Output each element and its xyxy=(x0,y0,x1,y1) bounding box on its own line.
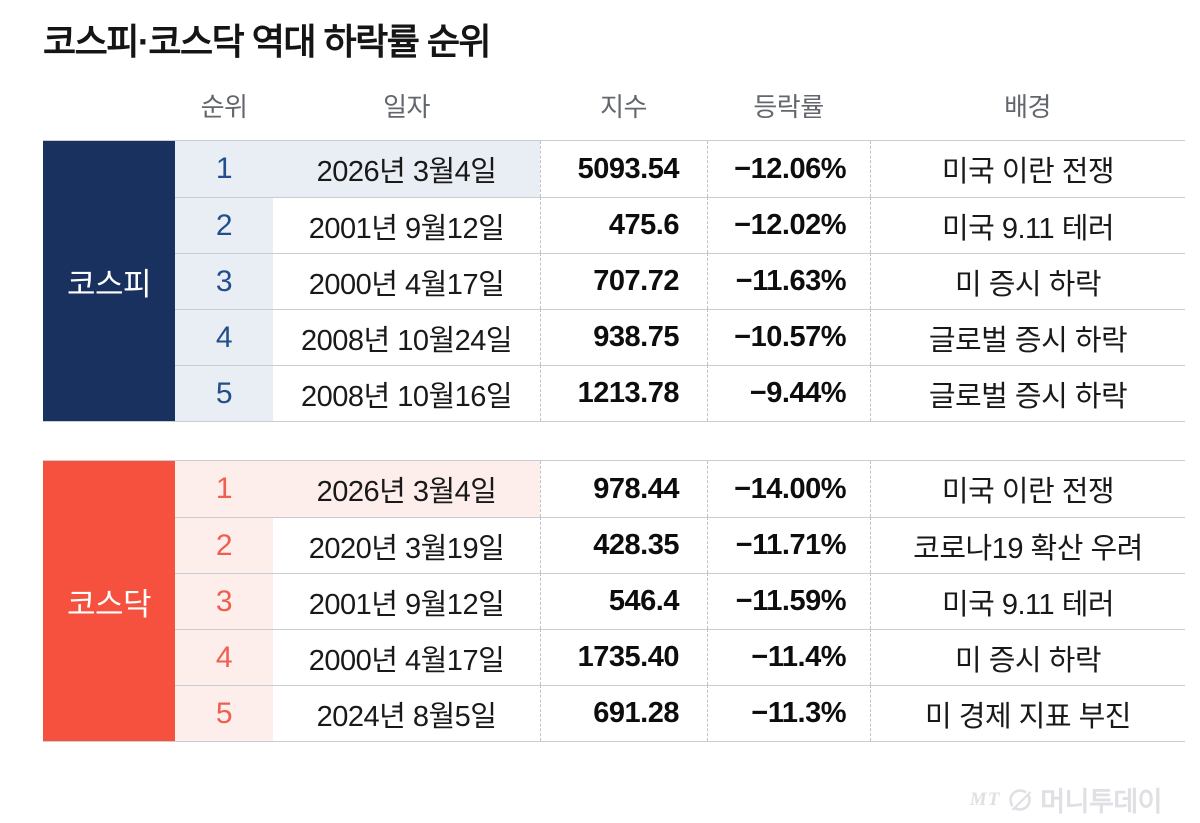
mt-initials: MT xyxy=(969,788,1001,810)
change-cell: −10.57% xyxy=(707,309,870,366)
index-cell: 691.28 xyxy=(540,685,707,742)
rank-cell: 3 xyxy=(175,253,273,310)
rank-cell: 4 xyxy=(175,309,273,366)
date-cell: 2008년 10월24일 xyxy=(273,309,540,365)
change-cell: −12.02% xyxy=(707,197,870,254)
kospi-label-block: 코스피 xyxy=(43,141,175,422)
change-cell: −11.71% xyxy=(707,517,870,574)
reason-cell: 글로벌 증시 하락 xyxy=(870,365,1185,422)
date-cell: 2001년 9월12일 xyxy=(273,573,540,629)
date-cell: 2026년 3월4일 xyxy=(273,141,540,198)
rank-cell: 1 xyxy=(175,461,273,518)
rank-cell: 3 xyxy=(175,573,273,630)
reason-cell: 글로벌 증시 하락 xyxy=(870,309,1185,366)
date-cell: 2000년 4월17일 xyxy=(273,253,540,309)
header-index: 지수 xyxy=(600,92,647,123)
index-cell: 5093.54 xyxy=(540,141,707,198)
reason-cell: 미 증시 하락 xyxy=(870,629,1185,686)
rank-cell: 5 xyxy=(175,685,273,742)
change-cell: −11.63% xyxy=(707,253,870,310)
index-cell: 938.75 xyxy=(540,309,707,366)
change-cell: −11.4% xyxy=(707,629,870,686)
date-cell: 2008년 10월16일 xyxy=(273,365,540,421)
date-cell: 2024년 8월5일 xyxy=(273,685,540,741)
change-cell: −12.06% xyxy=(707,141,870,198)
rank-cell: 1 xyxy=(175,141,273,198)
date-cell: 2001년 9월12일 xyxy=(273,197,540,253)
header-spacer xyxy=(43,87,175,124)
reason-cell: 미 증시 하락 xyxy=(870,253,1185,310)
rank-cell: 5 xyxy=(175,365,273,422)
kospi-table: 코스피 1 2026년 3월4일 5093.54 −12.06% 미국 이란 전… xyxy=(43,140,1185,423)
index-cell: 428.35 xyxy=(540,517,707,574)
kosdaq-table: 코스닥 1 2026년 3월4일 978.44 −14.00% 미국 이란 전쟁… xyxy=(43,460,1185,743)
change-cell: −11.3% xyxy=(707,685,870,742)
rank-cell: 4 xyxy=(175,629,273,686)
header-reason: 배경 xyxy=(1004,92,1051,123)
reason-cell: 미국 9.11 테러 xyxy=(870,197,1185,254)
change-cell: −14.00% xyxy=(707,461,870,518)
index-cell: 546.4 xyxy=(540,573,707,630)
rank-cell: 2 xyxy=(175,197,273,254)
rank-cell: 2 xyxy=(175,517,273,574)
date-cell: 2000년 4월17일 xyxy=(273,629,540,685)
index-cell: 475.6 xyxy=(540,197,707,254)
reason-cell: 미국 9.11 테러 xyxy=(870,573,1185,630)
index-cell: 1213.78 xyxy=(540,365,707,422)
date-cell: 2026년 3월4일 xyxy=(273,461,540,518)
page-title: 코스피·코스닥 역대 하락률 순위 xyxy=(43,21,492,62)
index-cell: 707.72 xyxy=(540,253,707,310)
reason-cell: 미국 이란 전쟁 xyxy=(870,461,1185,518)
change-cell: −9.44% xyxy=(707,365,870,422)
table-header-row: 순위 일자 지수 등락률 배경 xyxy=(43,87,1185,124)
index-cell: 1735.40 xyxy=(540,629,707,686)
moneytoday-watermark: MT 머니투데이 xyxy=(969,780,1163,819)
date-cell: 2020년 3월19일 xyxy=(273,517,540,573)
reason-cell: 미 경제 지표 부진 xyxy=(870,685,1185,742)
header-date: 일자 xyxy=(383,92,430,123)
moneytoday-logo-icon xyxy=(1009,788,1032,811)
change-cell: −11.59% xyxy=(707,573,870,630)
reason-cell: 코로나19 확산 우려 xyxy=(870,517,1185,574)
kosdaq-label-block: 코스닥 xyxy=(43,461,175,742)
index-cell: 978.44 xyxy=(540,461,707,518)
header-rank: 순위 xyxy=(200,92,248,123)
reason-cell: 미국 이란 전쟁 xyxy=(870,141,1185,198)
header-change: 등락률 xyxy=(753,92,824,123)
moneytoday-wordmark: 머니투데이 xyxy=(1040,787,1162,817)
